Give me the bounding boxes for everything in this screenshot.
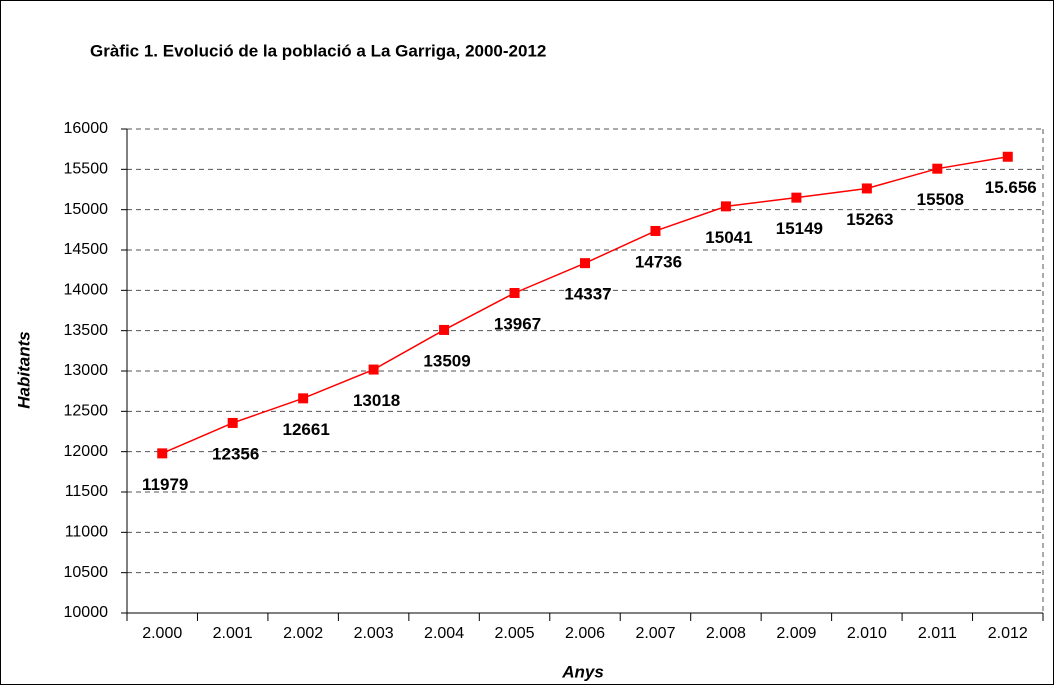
y-tick-label: 14000 <box>64 282 109 299</box>
y-tick-label: 15000 <box>64 201 109 218</box>
y-tick-label: 13000 <box>64 362 109 379</box>
y-tick-label: 11000 <box>65 524 108 541</box>
data-label: 12356 <box>212 444 259 463</box>
marker <box>157 448 168 459</box>
data-label: 15149 <box>776 219 823 238</box>
x-tick-label: 2.001 <box>213 625 253 642</box>
marker <box>227 417 238 428</box>
marker <box>509 287 520 298</box>
x-tick-label: 2.005 <box>495 625 535 642</box>
x-axis-title: Anys <box>561 662 604 681</box>
data-label: 14337 <box>564 285 611 304</box>
x-tick-label: 2.009 <box>776 625 816 642</box>
y-tick-label: 10000 <box>64 604 109 621</box>
x-tick-label: 2.003 <box>354 625 394 642</box>
marker <box>932 163 943 174</box>
marker <box>650 225 661 236</box>
marker <box>720 201 731 212</box>
x-tick-label: 2.004 <box>424 625 464 642</box>
x-tick-label: 2.012 <box>988 625 1028 642</box>
data-label: 15041 <box>705 228 752 247</box>
data-label: 15263 <box>846 210 893 229</box>
x-tick-label: 2.010 <box>847 625 887 642</box>
marker <box>298 393 309 404</box>
data-label: 13018 <box>353 391 400 410</box>
y-tick-label: 10500 <box>64 564 109 581</box>
data-label: 11979 <box>142 475 188 494</box>
x-tick-label: 2.002 <box>283 625 323 642</box>
x-tick-label: 2.011 <box>918 625 957 642</box>
x-tick-label: 2.006 <box>565 625 605 642</box>
x-tick-label: 2.007 <box>635 625 675 642</box>
data-label: 14736 <box>635 252 682 271</box>
marker <box>368 364 379 375</box>
y-tick-label: 16000 <box>64 120 109 137</box>
data-label: 13967 <box>494 314 541 333</box>
data-label: 13509 <box>423 351 470 370</box>
marker <box>580 258 590 269</box>
data-label: 15.656 <box>985 178 1037 197</box>
y-tick-label: 11500 <box>65 483 108 500</box>
x-tick-label: 2.000 <box>142 625 182 642</box>
marker <box>861 183 872 194</box>
y-axis-title: Habitants <box>14 331 33 408</box>
y-tick-label: 15500 <box>64 161 109 178</box>
y-tick-label: 13500 <box>64 322 109 339</box>
data-label: 12661 <box>283 420 330 439</box>
y-tick-label: 12000 <box>64 443 109 460</box>
data-label: 15508 <box>917 190 964 209</box>
x-tick-label: 2.008 <box>706 625 746 642</box>
y-tick-label: 14500 <box>64 241 109 258</box>
marker <box>791 192 802 203</box>
y-tick-label: 12500 <box>64 403 109 420</box>
chart-title: Gràfic 1. Evolució de la població a La G… <box>90 41 546 60</box>
marker <box>1002 151 1013 162</box>
marker <box>439 324 450 335</box>
